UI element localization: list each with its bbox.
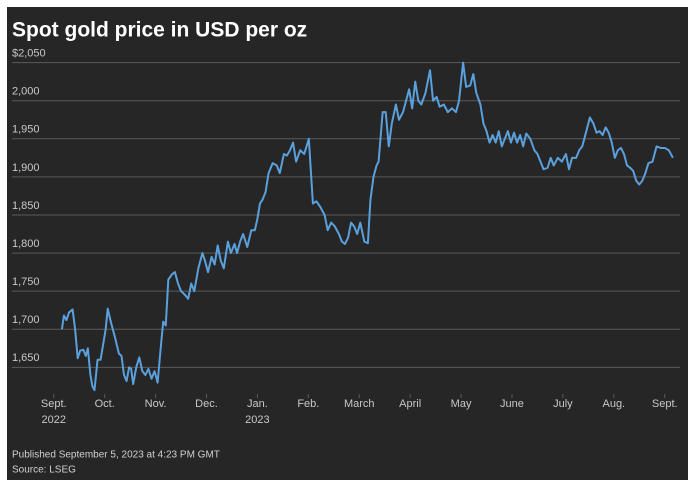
source-note: Source: LSEG	[12, 465, 76, 476]
x-tick-label: May	[451, 398, 472, 410]
y-tick-label: 2,000	[12, 86, 40, 98]
x-tick-label: Nov.	[145, 398, 167, 410]
x-tick-label: Sept.	[652, 398, 678, 410]
panel	[7, 7, 688, 480]
y-tick-label: 1,650	[12, 352, 40, 364]
y-tick-label: 1,800	[12, 238, 40, 250]
y-tick-label: 1,950	[12, 124, 40, 136]
x-tick-label: Sept.	[41, 398, 67, 410]
x-tick-label: 2022	[42, 414, 66, 426]
y-tick-label: 1,750	[12, 276, 40, 288]
y-tick-label: 1,900	[12, 162, 40, 174]
x-tick-label: April	[399, 398, 421, 410]
x-tick-label: Oct.	[95, 398, 115, 410]
published-note: Published September 5, 2023 at 4:23 PM G…	[12, 450, 220, 461]
x-tick-label: June	[500, 398, 524, 410]
y-tick-label: $2,050	[12, 48, 46, 60]
x-tick-label: Jan.	[247, 398, 268, 410]
x-tick-label: Dec.	[195, 398, 218, 410]
x-tick-label: Aug.	[602, 398, 625, 410]
x-tick-label: 2023	[245, 414, 269, 426]
x-tick-label: July	[553, 398, 573, 410]
x-tick-label: March	[344, 398, 375, 410]
chart-title: Spot gold price in USD per oz	[12, 19, 307, 42]
y-tick-label: 1,850	[12, 200, 40, 212]
x-tick-label: Feb.	[297, 398, 319, 410]
y-tick-label: 1,700	[12, 314, 40, 326]
price-line	[60, 61, 674, 392]
